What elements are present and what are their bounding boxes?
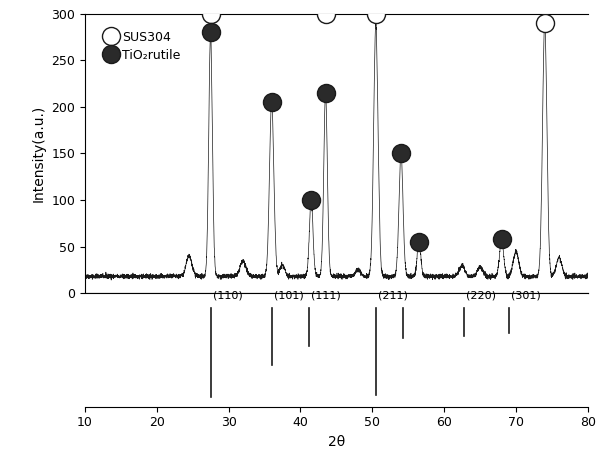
Text: (211): (211) [378,290,408,300]
Text: (301): (301) [511,290,541,300]
X-axis label: 2θ: 2θ [328,435,345,449]
Text: (111): (111) [311,290,341,300]
Text: (101): (101) [274,290,304,300]
Text: (110): (110) [213,290,242,300]
Y-axis label: Intensity(a.u.): Intensity(a.u.) [32,105,45,202]
Text: (220): (220) [467,290,496,300]
Legend: SUS304, TiO₂rutile: SUS304, TiO₂rutile [101,26,186,67]
